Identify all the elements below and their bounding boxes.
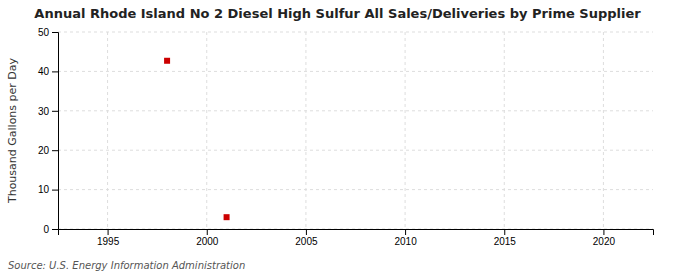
tick-mark [207, 229, 208, 235]
tick-mark [405, 229, 406, 235]
tick-mark [108, 229, 109, 235]
tick-label: 1995 [97, 236, 120, 247]
grid-line-y [58, 32, 653, 33]
tick-label: 10 [38, 184, 50, 195]
grid-line-x [206, 32, 207, 229]
tick: 40 [38, 66, 58, 77]
tick-mark [52, 111, 58, 112]
x-axis: 1995 2000 2005 2010 2015 2020 [59, 229, 654, 247]
plot: 1995 2000 2005 2010 2015 2020 0 10 20 30 40 50 [38, 27, 654, 247]
grid-line-y [58, 71, 653, 72]
tick-mark [603, 229, 604, 235]
tick-label: 20 [38, 145, 50, 156]
tick: 20 [38, 145, 58, 156]
tick-mark [52, 229, 58, 230]
tick-label: 2015 [494, 236, 517, 247]
tick-mark [52, 32, 58, 33]
grid-line-y [58, 150, 653, 151]
chart: 1995 2000 2005 2010 2015 2020 0 10 20 30 40 50 Thous… [0, 0, 675, 275]
tick-label: 30 [38, 106, 50, 117]
axis-line [59, 230, 654, 236]
grid-line-x [504, 32, 505, 229]
y-axis: 0 10 20 30 40 50 [38, 27, 59, 235]
tick-label: 2005 [295, 236, 318, 247]
grid-line-x [305, 32, 306, 229]
title: Annual Rhode Island No 2 Diesel High Sul… [34, 6, 641, 21]
tick-mark [52, 71, 58, 72]
tick: 1995 [97, 229, 120, 247]
tick: 2015 [494, 229, 517, 247]
tick: 10 [38, 184, 58, 195]
grid-line-x [405, 32, 406, 229]
tick: 0 [43, 224, 58, 235]
tick: 30 [38, 106, 58, 117]
grid [58, 32, 653, 229]
grid-line-y [58, 110, 653, 111]
tick-label: 0 [43, 224, 49, 235]
grid-line-x [603, 32, 604, 229]
points [164, 58, 229, 220]
tick-mark [52, 150, 58, 151]
tick-label: 40 [38, 66, 50, 77]
tick: 50 [38, 27, 58, 38]
tick-label: 50 [38, 27, 50, 38]
grid-line-x [107, 32, 108, 229]
tick: 2005 [295, 229, 318, 247]
tick-label: 2010 [394, 236, 417, 247]
point [224, 214, 230, 220]
tick-mark [52, 190, 58, 191]
tick: 2020 [593, 229, 616, 247]
tick: 2000 [196, 229, 219, 247]
tick: 2010 [394, 229, 417, 247]
grid-line-y [58, 189, 653, 190]
y-axis-label: Thousand Gallons per Day [6, 57, 19, 204]
tick-label: 2020 [593, 236, 616, 247]
axis-line [52, 33, 59, 230]
tick-label: 2000 [196, 236, 219, 247]
point [164, 58, 170, 64]
source: Source: U.S. Energy Information Administ… [8, 260, 245, 271]
tick-mark [504, 229, 505, 235]
tick-mark [306, 229, 307, 235]
